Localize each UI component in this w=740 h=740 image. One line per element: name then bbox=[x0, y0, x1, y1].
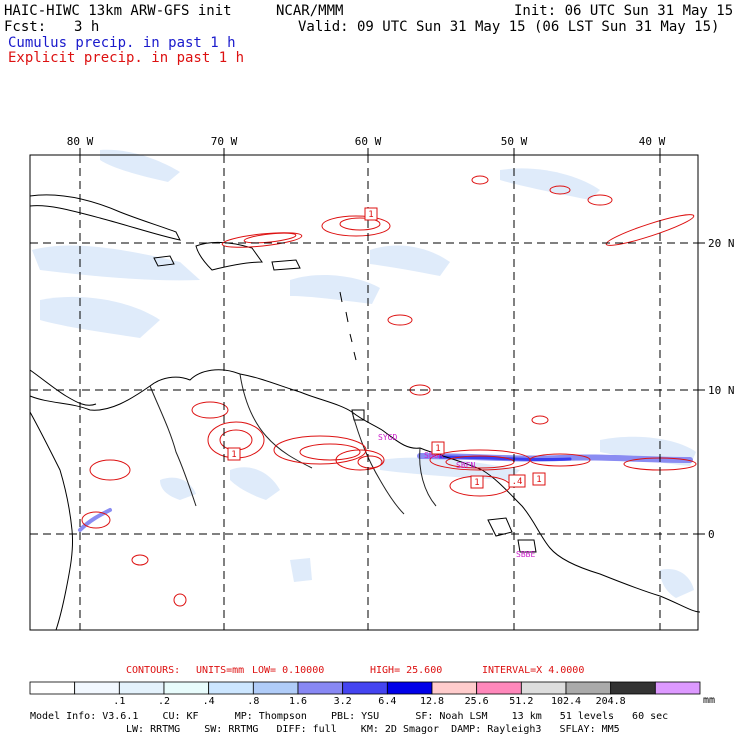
colorbar-swatch bbox=[118, 681, 165, 695]
init-time: Init: 06 UTC Sun 31 May 15 bbox=[514, 3, 734, 19]
colorbar-swatch bbox=[29, 681, 76, 695]
org-label: NCAR/MMM bbox=[276, 3, 344, 19]
cumulus-precip-shading bbox=[32, 149, 696, 598]
svg-text:.4: .4 bbox=[512, 477, 523, 487]
colorbar-swatch bbox=[654, 681, 701, 695]
contour-label-box: .4 bbox=[508, 474, 526, 488]
contours-low: LOW= 0.10000 bbox=[252, 665, 325, 676]
colorbar-tick-label: 51.2 bbox=[509, 696, 534, 707]
colorbar-swatch bbox=[342, 681, 388, 695]
valid-time: Valid: 09 UTC Sun 31 May 15 (06 LST Sun … bbox=[298, 19, 720, 35]
contours-units: UNITS=mm bbox=[196, 665, 245, 676]
model-info-line1: Model Info: V3.6.1 CU: KF MP: Thompson P… bbox=[30, 711, 669, 722]
fcst-label: Fcst: bbox=[4, 19, 47, 35]
coastlines bbox=[29, 194, 701, 631]
station-label: SBBE bbox=[516, 550, 535, 559]
lat-lon-grid bbox=[30, 155, 698, 630]
colorbar-units: mm bbox=[703, 695, 716, 706]
colorbar-swatch bbox=[431, 681, 478, 695]
svg-text:1: 1 bbox=[368, 210, 373, 220]
svg-text:1: 1 bbox=[231, 450, 236, 460]
svg-text:1: 1 bbox=[435, 444, 440, 454]
colorbar-swatch bbox=[74, 681, 120, 695]
colorbar-tick-label: 204.8 bbox=[595, 696, 626, 707]
explicit-legend: Explicit precip. in past 1 h bbox=[8, 50, 245, 66]
colorbar-swatch bbox=[386, 681, 433, 695]
colorbar-tick-label: .4 bbox=[202, 696, 215, 707]
colorbar-tick-label: 25.6 bbox=[464, 696, 489, 707]
station-label: SBGR bbox=[424, 451, 443, 460]
colorbar-tick-label: .1 bbox=[113, 696, 126, 707]
explicit-precip-contours bbox=[81, 175, 697, 607]
station-label: SYGD bbox=[378, 433, 397, 442]
colorbar-swatch bbox=[565, 681, 612, 695]
colorbar-tick-label: 3.2 bbox=[333, 696, 352, 707]
colorbar-swatch bbox=[297, 681, 344, 695]
contours-high: HIGH= 25.600 bbox=[370, 665, 443, 676]
contours-label: CONTOURS: bbox=[126, 665, 181, 676]
colorbar-tick-label: 12.8 bbox=[419, 696, 445, 707]
svg-text:1: 1 bbox=[474, 478, 479, 488]
colorbar-tick-label: 6.4 bbox=[378, 696, 397, 707]
model-info-line2: LW: RRTMG SW: RRTMG DIFF: full KM: 2D Sm… bbox=[126, 724, 620, 735]
colorbar-swatch bbox=[610, 681, 656, 695]
lat-label-eq: 0 bbox=[708, 528, 715, 541]
svg-text:1: 1 bbox=[536, 475, 541, 485]
colorbar-swatch bbox=[252, 681, 299, 695]
map-frame bbox=[29, 154, 699, 631]
contour-label-box: 1 bbox=[227, 447, 241, 461]
colorbar-tick-label: 1.6 bbox=[288, 696, 308, 707]
colorbar-swatch bbox=[476, 681, 522, 695]
colorbar-swatch bbox=[208, 681, 254, 695]
contour-label-box: 1 bbox=[364, 207, 378, 221]
contour-label-box: 1 bbox=[431, 441, 445, 455]
colorbar-tick-label: .8 bbox=[247, 696, 260, 707]
fcst-value: 3 h bbox=[74, 19, 100, 35]
contour-label-box: 1 bbox=[470, 475, 484, 489]
map-title: HAIC-HIWC 13km ARW-GFS init bbox=[4, 3, 232, 19]
colorbar-tick-label: .2 bbox=[157, 696, 171, 707]
lon-label-40w: 40 W bbox=[639, 135, 666, 148]
lon-label-50w: 50 W bbox=[501, 135, 528, 148]
grid-ticks bbox=[79, 148, 705, 535]
colorbar-swatch bbox=[163, 681, 210, 695]
lat-label-20n: 20 N bbox=[708, 237, 735, 250]
colorbar bbox=[29, 681, 701, 695]
contour-label-box: 1 bbox=[532, 472, 546, 486]
lat-label-10n: 10 N bbox=[708, 384, 735, 397]
colorbar-swatch bbox=[520, 681, 567, 695]
lon-label-70w: 70 W bbox=[211, 135, 238, 148]
station-label: SBFN bbox=[456, 461, 475, 470]
cumulus-legend: Cumulus precip. in past 1 h bbox=[8, 35, 236, 51]
colorbar-tick-label: 102.4 bbox=[550, 696, 582, 707]
lon-label-60w: 60 W bbox=[355, 135, 382, 148]
lon-label-80w: 80 W bbox=[67, 135, 94, 148]
contours-interval: INTERVAL=X 4.0000 bbox=[482, 665, 585, 676]
